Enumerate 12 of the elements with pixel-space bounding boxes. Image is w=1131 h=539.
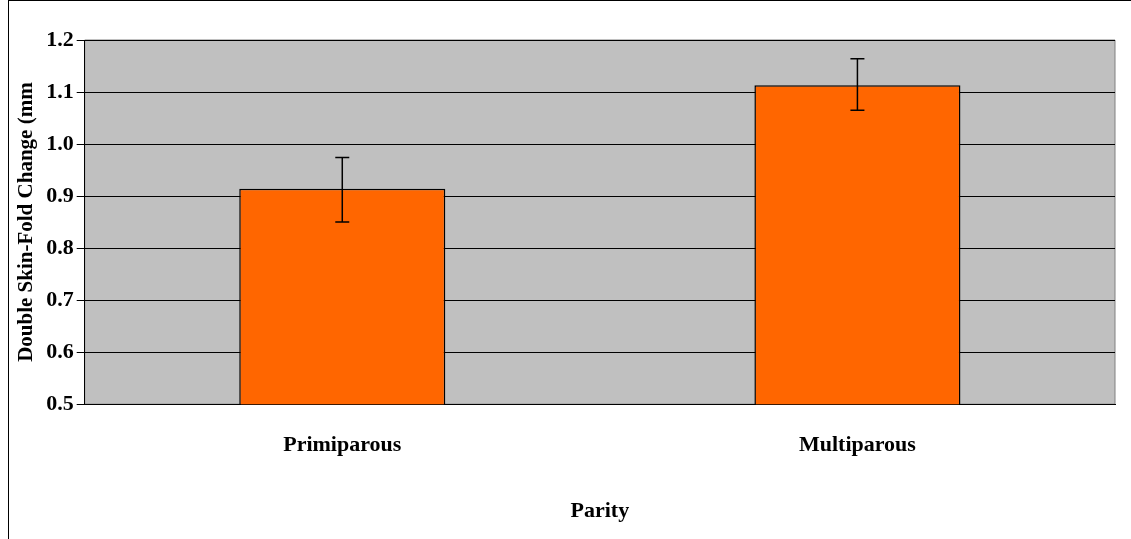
y-tick-label: 1.2 (46, 25, 74, 51)
y-tick-label: 1.1 (46, 77, 74, 103)
y-axis-title: Double Skin-Fold Change (mm (13, 81, 38, 362)
y-tick-label: 0.9 (46, 181, 74, 207)
y-tick-label: 0.5 (46, 389, 74, 415)
y-tick-label: 0.8 (46, 233, 74, 259)
x-tick-label: Primiparous (283, 431, 402, 457)
y-tick-label: 0.6 (46, 337, 74, 363)
x-axis-title: Parity (570, 497, 630, 523)
y-tick-label: 1.0 (46, 129, 74, 155)
y-tick-label: 0.7 (46, 285, 74, 311)
x-tick-label: Multiparous (798, 431, 917, 457)
